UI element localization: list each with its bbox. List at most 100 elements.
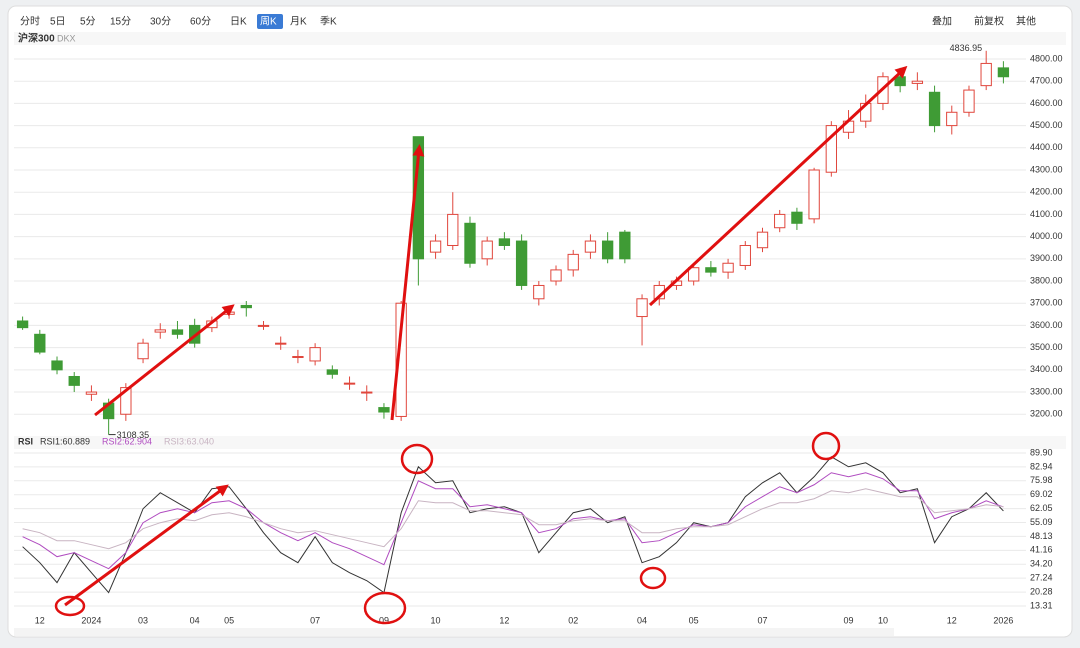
card <box>7 5 1073 638</box>
candle-body <box>791 211 803 224</box>
candle-body <box>928 91 941 127</box>
candle-body <box>464 222 476 264</box>
x-tick-label: 03 <box>138 615 148 625</box>
candle-body <box>705 267 717 273</box>
candle-body <box>980 62 992 87</box>
chart-title: 沪深300 <box>18 32 55 45</box>
y-tick-label: 3800.00 <box>1030 275 1063 285</box>
min-label: 3108.35 <box>117 430 150 440</box>
y-tick-label: 34.20 <box>1030 559 1053 569</box>
y-tick-label: 3700.00 <box>1030 298 1063 308</box>
candle-body <box>911 80 924 84</box>
x-tick-label: 04 <box>637 615 647 625</box>
period-tab[interactable]: 周K <box>260 16 277 28</box>
y-tick-label: 82.94 <box>1030 461 1053 471</box>
tab-active <box>257 14 283 29</box>
y-tick-label: 89.90 <box>1030 447 1053 457</box>
candle-body <box>309 347 321 362</box>
x-tick-label: 07 <box>757 615 767 625</box>
x-tick-label: 02 <box>568 615 578 625</box>
x-tick-label: 07 <box>310 615 320 625</box>
candle-body <box>361 391 373 394</box>
candle-body <box>808 169 820 220</box>
candle-body <box>16 320 29 329</box>
candle-body <box>34 333 46 353</box>
candle-body <box>154 329 166 333</box>
x-tick-label: 10 <box>878 615 888 625</box>
period-tab[interactable]: 30分 <box>150 16 171 28</box>
candle-body <box>894 76 906 87</box>
y-tick-label: 13.31 <box>1030 600 1053 610</box>
rsi-line <box>22 488 1004 550</box>
panel-header <box>14 436 1066 449</box>
candle-body <box>378 407 390 413</box>
candle-body <box>756 231 769 249</box>
x-tick-label: 12 <box>35 615 45 625</box>
period-tab[interactable]: 5日 <box>50 17 66 28</box>
candle-body <box>68 375 80 386</box>
candle-body <box>240 304 252 309</box>
y-tick-label: 55.09 <box>1030 517 1053 527</box>
circle <box>54 595 86 617</box>
x-tick-label: 09 <box>379 615 389 625</box>
candle-body <box>550 269 562 282</box>
y-tick-label: 3200.00 <box>1030 409 1063 419</box>
candle-body <box>292 356 304 359</box>
candle-body <box>515 240 528 286</box>
period-tab[interactable]: 月K <box>290 16 307 28</box>
period-tab[interactable]: 日K <box>230 17 247 28</box>
period-tab[interactable]: 15分 <box>110 16 131 28</box>
rsi-title: RSI <box>18 436 33 446</box>
period-tab[interactable]: 季K <box>320 16 337 28</box>
circle <box>811 431 841 461</box>
toolbar-option[interactable]: 其他 <box>1016 15 1036 28</box>
candle-body <box>171 329 184 335</box>
y-tick-label: 4300.00 <box>1030 164 1063 174</box>
candle-body <box>601 240 614 260</box>
y-tick-label: 41.16 <box>1030 545 1053 555</box>
x-tick-label: 2026 <box>993 615 1013 625</box>
candle-body <box>429 240 442 253</box>
period-tab[interactable]: 分时 <box>20 16 40 28</box>
arrow <box>64 484 229 607</box>
y-tick-label: 4200.00 <box>1030 187 1063 197</box>
x-tick-label: 04 <box>190 615 200 625</box>
circle <box>363 591 407 625</box>
y-tick-label: 27.24 <box>1030 573 1053 583</box>
y-tick-label: 4600.00 <box>1030 98 1063 108</box>
candle-body <box>447 213 459 246</box>
y-tick-label: 4000.00 <box>1030 231 1063 241</box>
rsi-line <box>22 456 1004 594</box>
candle-body <box>739 244 751 266</box>
candle-body <box>343 382 356 385</box>
y-tick-label: 3600.00 <box>1030 320 1063 330</box>
x-tick-label: 10 <box>431 615 441 625</box>
toolbar-option[interactable]: 前复权 <box>974 15 1004 28</box>
x-tick-label: 05 <box>224 615 234 625</box>
y-tick-label: 48.13 <box>1030 531 1053 541</box>
panel-header <box>14 32 1066 45</box>
candle-body <box>997 67 1010 78</box>
y-tick-label: 20.28 <box>1030 586 1053 596</box>
x-tick-label: 12 <box>947 615 957 625</box>
candle-body <box>137 342 149 360</box>
arrow <box>648 65 908 307</box>
y-tick-label: 75.98 <box>1030 475 1053 485</box>
chart-subtitle: DKX <box>57 33 76 43</box>
bottom-tabs <box>14 628 894 636</box>
period-tab[interactable]: 60分 <box>190 16 211 28</box>
toolbar-option[interactable]: 叠加 <box>932 16 952 28</box>
candle-body <box>584 240 597 253</box>
y-tick-label: 4500.00 <box>1030 120 1063 130</box>
candle-body <box>619 231 631 260</box>
period-tab[interactable]: 5分 <box>80 16 96 28</box>
y-tick-label: 4400.00 <box>1030 142 1063 152</box>
max-label: 4836.95 <box>950 43 983 53</box>
arrow <box>94 304 235 417</box>
y-tick-label: 4700.00 <box>1030 76 1063 86</box>
y-tick-label: 62.05 <box>1030 503 1053 513</box>
legend-entry: RSI3:63.040 <box>164 436 214 446</box>
x-tick-label: 05 <box>689 615 699 625</box>
candle-body <box>326 369 338 375</box>
candle-body <box>257 324 270 327</box>
